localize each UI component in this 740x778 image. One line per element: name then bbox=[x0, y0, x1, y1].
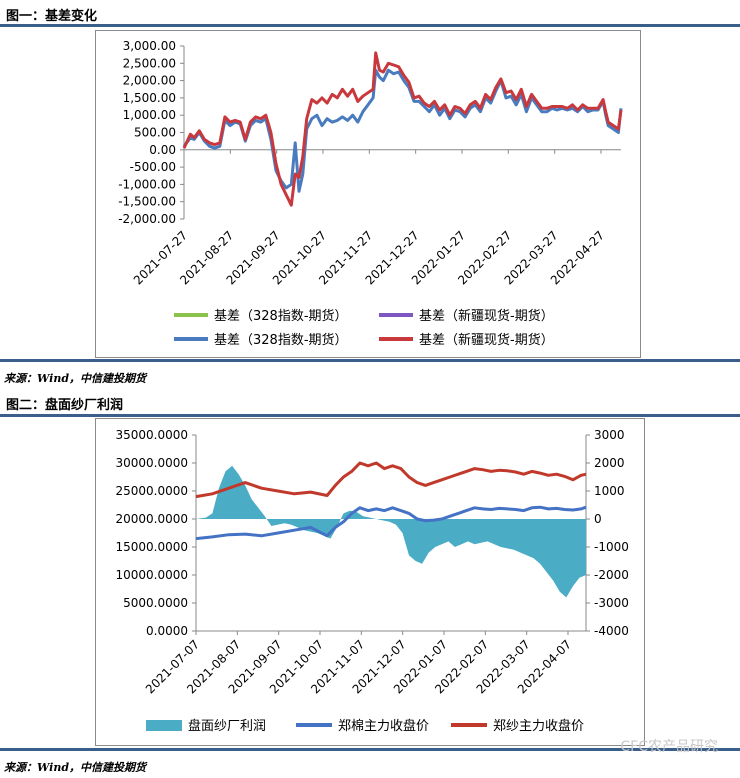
y-tick-label: -1,500.00 bbox=[118, 195, 176, 209]
y-tick-label: -1,000.00 bbox=[118, 177, 176, 191]
right-tick-label: -1000 bbox=[594, 540, 629, 554]
series-line-xinjiang-spot bbox=[182, 51, 623, 207]
legend-label: 基差（新疆现货-期货） bbox=[419, 332, 554, 348]
left-tick-label: 15000.0000 bbox=[115, 540, 188, 554]
basis-chart: 3,000.00 2,500.00 2,000.00 1,500.00 1,000.00… bbox=[118, 39, 623, 348]
right-tick-label: 0 bbox=[594, 512, 602, 526]
y-tick-label: 500.00 bbox=[134, 126, 176, 140]
legend-label: 郑纱主力收盘价 bbox=[493, 718, 584, 734]
figure1-bottom-rule bbox=[0, 359, 740, 362]
watermark: CFC农产品研究 bbox=[620, 739, 718, 755]
left-tick-label: 0.0000 bbox=[146, 624, 188, 638]
legend-label: 郑棉主力收盘价 bbox=[338, 718, 429, 734]
right-tick-label: 2000 bbox=[594, 456, 625, 470]
left-tick-label: 10000.0000 bbox=[115, 568, 188, 582]
y-tick-label: 0.00 bbox=[149, 143, 176, 157]
figure2-bottom-rule bbox=[0, 748, 740, 751]
legend-label: 盘面纱厂利润 bbox=[188, 718, 266, 734]
legend-label: 基差（328指数-期货） bbox=[214, 308, 348, 324]
y-tick-label: 3,000.00 bbox=[123, 39, 176, 53]
y-tick-label: 2,000.00 bbox=[123, 74, 176, 88]
right-tick-label: 3000 bbox=[594, 428, 625, 442]
legend-label: 基差（新疆现货-期货） bbox=[419, 308, 554, 324]
figure1-title: 图一：基差变化 bbox=[6, 9, 98, 24]
figure2-source: 来源：Wind，中信建投期货 bbox=[4, 761, 147, 774]
left-tick-label: 35000.0000 bbox=[115, 428, 188, 442]
y-tick-label: -2,000.00 bbox=[118, 212, 176, 226]
left-tick-label: 25000.0000 bbox=[115, 484, 188, 498]
figure2-title: 图二：盘面纱厂利润 bbox=[6, 398, 124, 413]
series-area-yarn-profit bbox=[196, 465, 586, 598]
series-line-yarn-close bbox=[195, 461, 587, 499]
y-tick-label: -500.00 bbox=[130, 160, 176, 174]
series-line-cotton-close bbox=[195, 505, 587, 541]
left-tick-label: 20000.0000 bbox=[115, 512, 188, 526]
left-tick-label: 30000.0000 bbox=[115, 456, 188, 470]
left-tick-label: 5000.0000 bbox=[123, 596, 188, 610]
legend-label: 基差（328指数-期货） bbox=[214, 332, 348, 348]
figure1-top-rule bbox=[0, 24, 740, 27]
chart2-panel: 35000.0000 30000.0000 25000.0000 20000.0000… bbox=[95, 418, 645, 746]
y-tick-label: 2,500.00 bbox=[123, 56, 176, 70]
y-tick-label: 1,000.00 bbox=[123, 108, 176, 122]
y-tick-label: 1,500.00 bbox=[123, 91, 176, 105]
yarn-profit-chart: 35000.000030000.000025000.000020000.0000… bbox=[115, 428, 629, 734]
right-tick-label: -3000 bbox=[594, 596, 629, 610]
series-line-328-index bbox=[182, 68, 623, 193]
legend-swatch bbox=[146, 720, 182, 731]
right-tick-label: -2000 bbox=[594, 568, 629, 582]
right-tick-label: -4000 bbox=[594, 624, 629, 638]
right-tick-label: 1000 bbox=[594, 484, 625, 498]
figure1-source: 来源：Wind，中信建投期货 bbox=[4, 372, 147, 385]
figure2-top-rule bbox=[0, 414, 740, 417]
chart1-panel: 3,000.00 2,500.00 2,000.00 1,500.00 1,000.00… bbox=[95, 30, 641, 358]
